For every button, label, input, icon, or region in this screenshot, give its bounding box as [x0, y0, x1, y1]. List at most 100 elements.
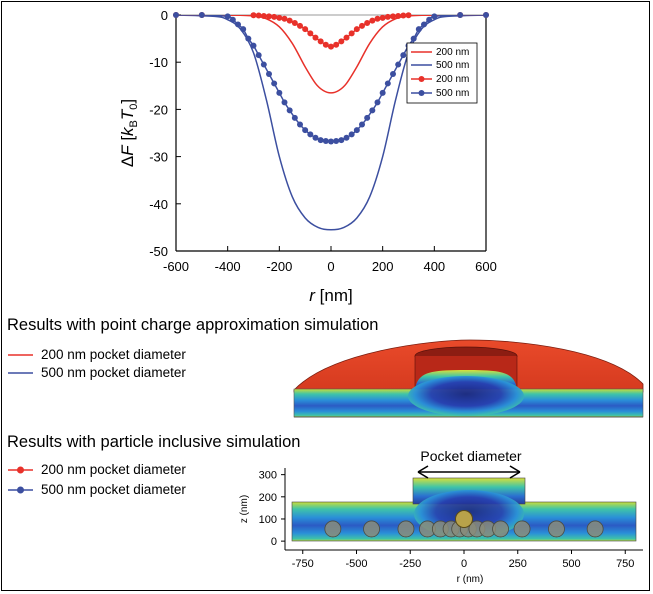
series-3-point	[353, 127, 360, 134]
series-2-point	[250, 12, 257, 19]
x-tick-label: -600	[163, 259, 189, 274]
series-3-point	[457, 12, 464, 18]
series-3-point	[255, 52, 262, 59]
series-2-point	[348, 30, 355, 37]
particle	[363, 520, 380, 538]
legend-marker-200nm	[418, 76, 425, 82]
series-3-point	[271, 80, 278, 87]
y-tick-label: -40	[149, 197, 168, 212]
particle	[492, 520, 509, 538]
series-2-point	[281, 15, 288, 22]
series-3-point	[276, 89, 283, 96]
legend-label-200nm-line: 200 nm	[436, 47, 469, 58]
series-3-point	[229, 16, 236, 23]
series-3-point	[250, 42, 257, 49]
series-3-point	[198, 12, 205, 18]
sub-x-tick-label: 0	[461, 558, 467, 570]
series-3-point	[369, 107, 376, 114]
series-3-point	[302, 127, 309, 134]
particle	[548, 520, 565, 538]
series-3-point	[359, 121, 365, 128]
x-tick-label: -400	[215, 259, 241, 274]
particle-section-title: Results with particle inclusive simulati…	[7, 433, 300, 451]
series-3-point	[395, 61, 402, 68]
sub-y-tick-label: 300	[259, 470, 277, 482]
chart-legend: 200 nm 500 nm 200 nm 500 nm	[406, 42, 478, 104]
series-2-point	[291, 20, 298, 27]
pi-legend-label-200: 200 nm pocket diameter	[41, 462, 186, 477]
sub-y-tick-label: 0	[271, 536, 277, 548]
series-2-point	[343, 34, 350, 41]
sub-x-axis-label: r (nm)	[457, 574, 484, 585]
series-2-point	[297, 22, 303, 29]
particle	[324, 520, 342, 538]
series-line-1	[176, 15, 486, 231]
pocket-arrow-right-head	[509, 465, 521, 479]
series-2-point	[286, 17, 293, 24]
series-2-point	[271, 13, 278, 20]
series-2-point	[302, 26, 309, 33]
y-tick-label: -20	[149, 102, 168, 117]
x-tick-label: 400	[423, 259, 445, 274]
series-3-point	[348, 131, 355, 138]
series-3-point	[333, 138, 340, 145]
pc-legend-label-200: 200 nm pocket diameter	[41, 347, 186, 362]
series-2-point	[390, 13, 396, 20]
pi-legend-marker-500	[17, 486, 24, 494]
series-2-point	[338, 38, 345, 45]
point-charge-simulation-render	[293, 339, 644, 418]
legend-label-500nm-line: 500 nm	[436, 60, 469, 71]
series-line-0	[176, 15, 486, 94]
sub-x-tick-label: 500	[562, 558, 580, 570]
series-2-point	[400, 12, 407, 19]
series-3-point	[297, 121, 303, 128]
sub-y-axis-label: z (nm)	[239, 495, 250, 523]
series-3-point	[374, 99, 381, 106]
series-3-point	[379, 89, 386, 96]
series-2-point	[266, 13, 272, 20]
y-tick-label: -30	[149, 150, 168, 165]
potential-well	[408, 376, 524, 416]
legend-marker-500nm	[418, 90, 425, 96]
series-3-point	[322, 138, 329, 145]
series-3-point	[224, 13, 231, 20]
x-tick-label: 0	[327, 259, 334, 274]
series-3-point	[245, 35, 252, 42]
sub-x-tick-label: -250	[399, 558, 421, 570]
series-3-point	[291, 114, 298, 121]
series-2-point	[328, 43, 334, 50]
series-3-point	[266, 71, 272, 77]
series-2-point	[384, 13, 391, 20]
sub-y-tick-label: 200	[259, 492, 277, 504]
legend-label-500nm-markers: 500 nm	[436, 88, 469, 99]
series-2-point	[276, 14, 283, 21]
series-2-point	[333, 41, 340, 48]
series-3-point	[281, 99, 288, 106]
series-3-point	[307, 131, 314, 138]
series-2-point	[307, 30, 314, 37]
series-line-2	[176, 15, 486, 48]
pocket-diameter-label: Pocket diameter	[420, 448, 521, 464]
point-charge-section-title: Results with point charge approximation …	[7, 316, 378, 334]
pi-legend-marker-200	[17, 466, 24, 474]
series-2-point	[312, 34, 319, 41]
series-3-point	[364, 114, 371, 121]
series-2-point	[369, 17, 376, 24]
series-2-point	[317, 38, 324, 45]
series-3-point	[431, 13, 438, 20]
series-3-point	[426, 16, 433, 23]
pi-legend-label-500: 500 nm pocket diameter	[41, 482, 186, 497]
series-2-point	[395, 12, 402, 19]
series-3-point	[410, 35, 417, 42]
series-3-point	[240, 26, 247, 33]
series-2-point	[364, 20, 371, 27]
series-2-point	[255, 12, 262, 19]
series-3-point	[260, 61, 267, 68]
x-tick-label: 600	[475, 259, 497, 274]
y-tick-label: -50	[149, 244, 168, 259]
series-2-point	[322, 41, 329, 48]
series-3-point	[415, 26, 422, 33]
